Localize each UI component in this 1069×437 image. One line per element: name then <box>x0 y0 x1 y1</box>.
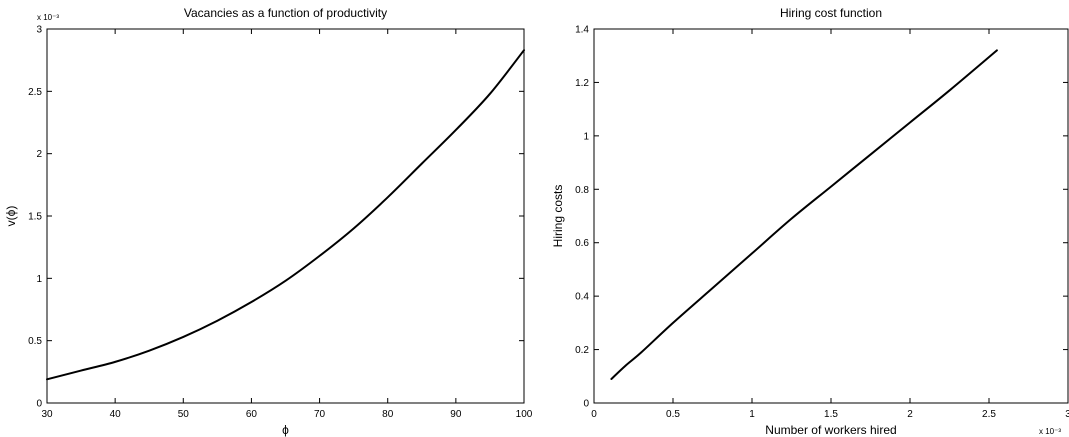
chart-1-x-tick-label: 80 <box>382 409 394 420</box>
chart-1-x-tick-label: 30 <box>41 409 53 420</box>
chart-2-y-tick-label: 0.6 <box>575 238 589 249</box>
chart-1-y-tick-label: 1 <box>36 274 42 285</box>
chart-2-x-axis-label: Number of workers hired <box>765 423 896 437</box>
chart-2-x-multiplier: x 10⁻³ <box>1039 427 1061 436</box>
chart-1-y-multiplier: x 10⁻³ <box>37 13 59 22</box>
chart-1-x-tick-label: 90 <box>450 409 462 420</box>
chart-2-title: Hiring cost function <box>780 6 882 20</box>
chart-2-plot-frame <box>593 28 1069 404</box>
chart-2-y-tick-label: 1 <box>583 131 589 142</box>
chart-2-x-tick-label: 3 <box>1065 409 1069 420</box>
chart-2-x-tick-label: 1.5 <box>824 409 838 420</box>
chart-2-x-tick-label: 0.5 <box>666 409 680 420</box>
chart-2-x-tick-label: 0 <box>591 409 597 420</box>
chart-2-y-tick-label: 0.8 <box>575 185 589 196</box>
chart-1-x-tick-label: 70 <box>314 409 326 420</box>
chart-2-y-tick-label: 0 <box>583 399 589 410</box>
chart-1-y-tick-label: 1.5 <box>28 212 42 223</box>
chart-1-y-tick-label: 3 <box>36 25 42 36</box>
chart-1-x-tick-label: 100 <box>516 409 533 420</box>
chart-2-y-tick-label: 0.4 <box>575 292 589 303</box>
chart-1-x-axis-label: ϕ <box>282 423 289 437</box>
chart-2-y-axis-label: Hiring costs <box>551 185 565 248</box>
chart-1: 30 40 50 60 70 80 90 100 0 0.5 1 1.5 2 2.5 3 Vacancies … <box>4 6 533 437</box>
chart-1-x-tick-label: 40 <box>110 409 122 420</box>
chart-1-y-tick-label: 2.5 <box>28 87 42 98</box>
chart-1-x-tick-label: 60 <box>246 409 258 420</box>
chart-2: 0 0.5 1 1.5 2 2.5 3 0 0.2 0.4 0.6 0.8 1 1.2 1.4 Hiring … <box>551 6 1069 437</box>
chart-1-y-tick-label: 2 <box>36 149 42 160</box>
chart-1-y-tick-label: 0 <box>36 399 42 410</box>
chart-1-y-axis-label: v(ϕ) <box>4 206 18 227</box>
chart-2-series-line <box>610 49 998 380</box>
chart-1-plot-frame <box>46 28 525 404</box>
chart-1-title: Vacancies as a function of productivity <box>184 6 387 20</box>
chart-2-x-tick-label: 2.5 <box>982 409 996 420</box>
chart-2-y-tick-label: 0.2 <box>575 345 589 356</box>
chart-2-x-tick-label: 1 <box>749 409 755 420</box>
chart-1-y-tick-label: 0.5 <box>28 336 42 347</box>
chart-1-x-tick-label: 50 <box>178 409 190 420</box>
chart-2-x-tick-label: 2 <box>907 409 913 420</box>
chart-2-y-tick-label: 1.2 <box>575 78 589 89</box>
chart-2-y-tick-label: 1.4 <box>575 25 589 36</box>
chart-1-series-line <box>46 49 525 381</box>
